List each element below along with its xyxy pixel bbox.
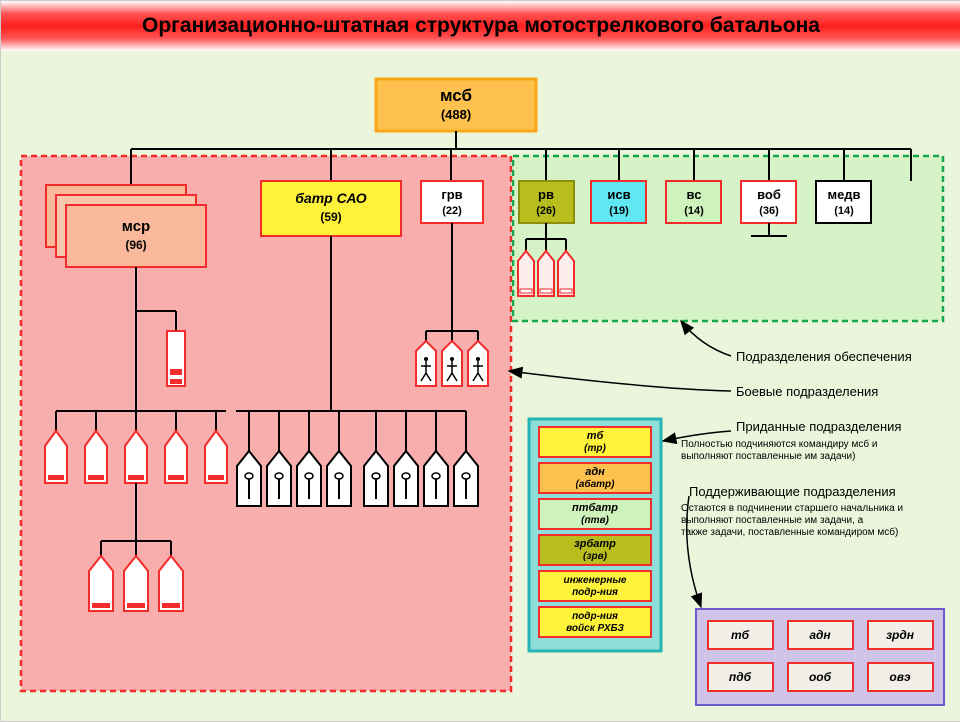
svg-text:(59): (59) [320, 210, 341, 224]
svg-text:(36): (36) [759, 205, 779, 217]
svg-text:(26): (26) [536, 205, 556, 217]
svg-text:войск РХБЗ: войск РХБЗ [566, 623, 624, 634]
svg-text:также задачи, поставленные ком: также задачи, поставленные командиром мс… [681, 526, 898, 538]
svg-text:(абатр): (абатр) [576, 478, 616, 490]
svg-text:Полностью подчиняются командир: Полностью подчиняются командиру мсб и [681, 438, 877, 450]
support-area [513, 156, 943, 321]
svg-text:(зрв): (зрв) [583, 551, 608, 562]
svg-text:мср: мср [122, 218, 150, 235]
svg-text:вс: вс [687, 187, 702, 202]
org-chart-svg: мсб (488) мср (96) батр САО (59) грв (22… [1, 51, 960, 721]
svg-text:подр-ния: подр-ния [572, 587, 618, 598]
svg-text:ооб: ооб [809, 670, 832, 684]
msr-box [66, 205, 206, 267]
svg-text:выполняют поставленные им зада: выполняют поставленные им задачи) [681, 451, 855, 462]
rv-pent-3 [558, 251, 574, 296]
svg-text:овэ: овэ [889, 670, 911, 684]
svg-text:Остаются в подчинении старшего: Остаются в подчинении старшего начальник… [681, 503, 903, 514]
svg-text:адн: адн [585, 466, 605, 478]
rv-pent-1 [518, 251, 534, 296]
grv-row [416, 331, 488, 386]
title-band: Организационно-штатная структура мотостр… [1, 1, 960, 51]
diagram-frame: Организационно-штатная структура мотостр… [0, 0, 960, 722]
svg-text:воб: воб [757, 187, 781, 202]
svg-text:грв: грв [441, 187, 462, 202]
svg-text:зрбатр: зрбатр [574, 538, 616, 550]
caption-4: Поддерживающие подразделения [689, 484, 896, 499]
caption-1: Подразделения обеспечения [736, 349, 912, 364]
svg-text:медв: медв [827, 187, 860, 202]
caption-2: Боевые подразделения [736, 384, 878, 399]
page-title: Организационно-штатная структура мотостр… [142, 14, 820, 38]
svg-text:рв: рв [538, 187, 554, 202]
svg-text:(птв): (птв) [581, 515, 609, 526]
svg-text:(14): (14) [684, 205, 704, 217]
msr-bottle-single [167, 331, 185, 386]
svg-text:батр САО: батр САО [295, 190, 367, 206]
svg-text:(19): (19) [609, 205, 629, 217]
svg-text:выполняют поставленные им зада: выполняют поставленные им задачи, а [681, 515, 864, 526]
svg-text:(22): (22) [442, 205, 462, 217]
svg-text:пдб: пдб [729, 670, 752, 684]
svg-text:адн: адн [809, 628, 831, 642]
svg-text:тб: тб [731, 628, 750, 642]
svg-text:(14): (14) [834, 205, 854, 217]
svg-text:(тр): (тр) [584, 443, 606, 454]
caption-3: Приданные подразделения [736, 419, 901, 434]
svg-text:инженерные: инженерные [564, 575, 627, 586]
root-count: (488) [441, 107, 471, 122]
svg-text:птбатр: птбатр [572, 502, 618, 514]
svg-text:исв: исв [607, 187, 630, 202]
svg-text:(96): (96) [125, 238, 146, 252]
root-name: мсб [440, 86, 472, 105]
rv-pent-2 [538, 251, 554, 296]
svg-text:тб: тб [587, 430, 605, 442]
svg-text:подр-ния: подр-ния [572, 611, 618, 622]
svg-text:зрдн: зрдн [886, 628, 915, 642]
